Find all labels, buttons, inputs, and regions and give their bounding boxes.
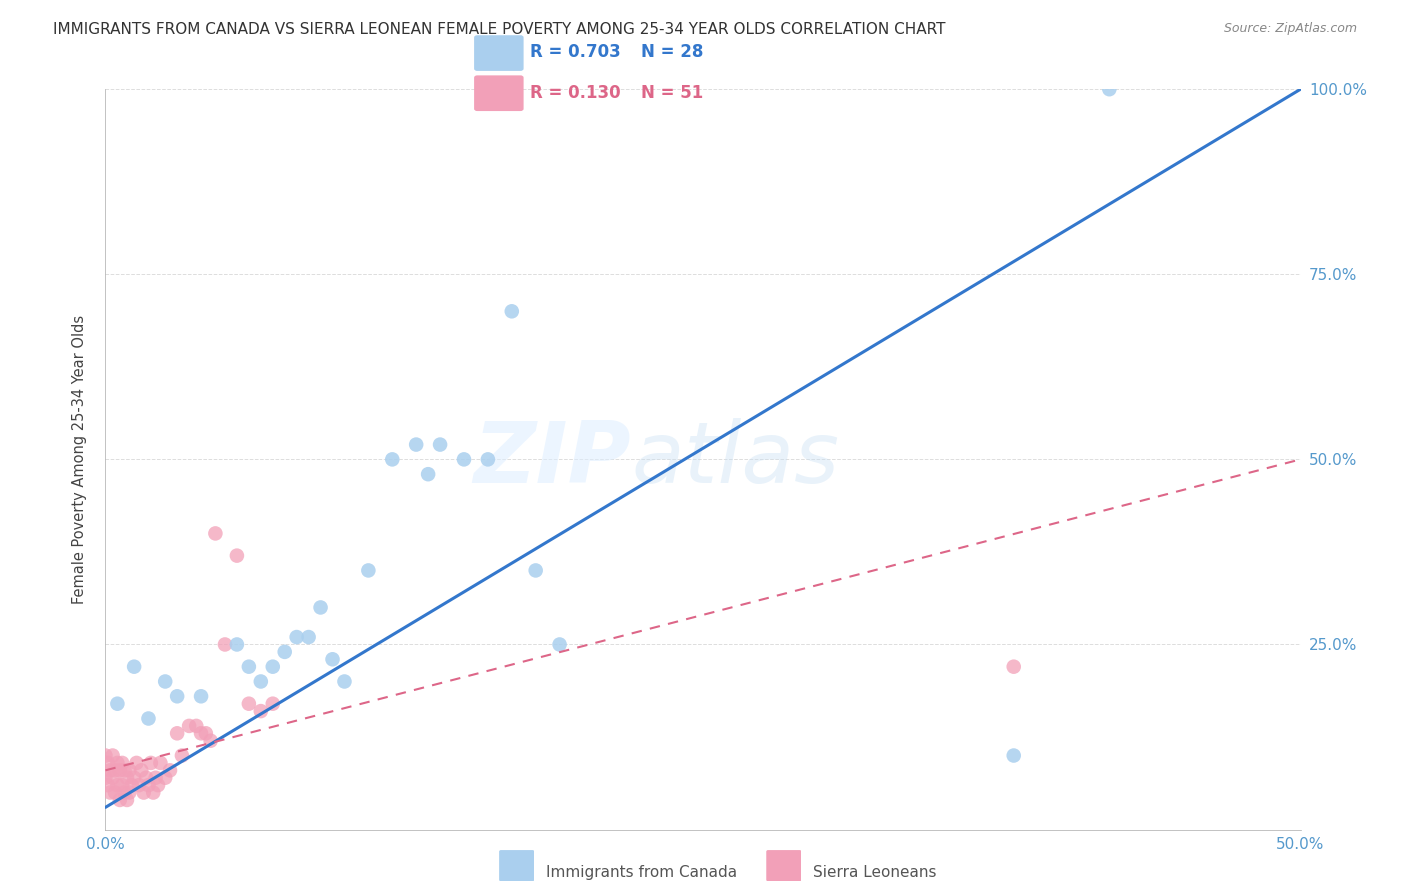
- Point: [94, 771, 117, 785]
- Point: [273, 645, 295, 659]
- Text: N = 51: N = 51: [641, 84, 703, 103]
- FancyBboxPatch shape: [474, 76, 523, 111]
- Point: [190, 726, 212, 740]
- Text: ZIP: ZIP: [474, 417, 631, 501]
- Point: [262, 697, 284, 711]
- Point: [115, 793, 138, 807]
- Point: [477, 452, 499, 467]
- Point: [104, 764, 127, 778]
- Point: [153, 674, 177, 689]
- Point: [132, 786, 155, 800]
- Point: [285, 630, 308, 644]
- Point: [190, 690, 212, 704]
- Text: Immigrants from Canada: Immigrants from Canada: [546, 865, 737, 880]
- Point: [418, 467, 440, 482]
- Point: [186, 719, 208, 733]
- Point: [101, 771, 124, 785]
- Point: [111, 756, 134, 770]
- Point: [429, 437, 451, 451]
- Point: [1002, 748, 1025, 763]
- Point: [250, 704, 273, 718]
- Point: [153, 771, 177, 785]
- Point: [453, 452, 475, 467]
- Point: [138, 778, 160, 792]
- Point: [194, 726, 217, 740]
- Point: [115, 771, 138, 785]
- Point: [238, 659, 260, 673]
- Point: [250, 674, 273, 689]
- Point: [98, 786, 121, 800]
- Point: [357, 564, 380, 578]
- Text: IMMIGRANTS FROM CANADA VS SIERRA LEONEAN FEMALE POVERTY AMONG 25-34 YEAR OLDS CO: IMMIGRANTS FROM CANADA VS SIERRA LEONEAN…: [53, 22, 946, 37]
- Point: [238, 697, 260, 711]
- Point: [262, 659, 284, 673]
- Text: Sierra Leoneans: Sierra Leoneans: [813, 865, 936, 880]
- Point: [309, 600, 332, 615]
- Point: [118, 764, 141, 778]
- Point: [108, 764, 131, 778]
- Point: [135, 771, 157, 785]
- Y-axis label: Female Poverty Among 25-34 Year Olds: Female Poverty Among 25-34 Year Olds: [72, 315, 87, 604]
- Point: [122, 659, 145, 673]
- Point: [333, 674, 356, 689]
- Point: [98, 764, 121, 778]
- Point: [125, 756, 148, 770]
- Text: Source: ZipAtlas.com: Source: ZipAtlas.com: [1223, 22, 1357, 36]
- Point: [548, 637, 571, 651]
- Point: [1098, 82, 1121, 96]
- Point: [107, 756, 129, 770]
- Point: [321, 652, 344, 666]
- Point: [381, 452, 404, 467]
- Point: [177, 719, 201, 733]
- Point: [121, 778, 143, 792]
- Text: N = 28: N = 28: [641, 43, 703, 61]
- Point: [170, 748, 193, 763]
- Point: [145, 771, 167, 785]
- Point: [118, 786, 141, 800]
- Point: [298, 630, 321, 644]
- Point: [200, 733, 222, 747]
- FancyBboxPatch shape: [766, 850, 801, 881]
- Point: [166, 690, 188, 704]
- Text: R = 0.703: R = 0.703: [530, 43, 620, 61]
- Point: [166, 726, 188, 740]
- Point: [107, 778, 129, 792]
- Point: [225, 549, 249, 563]
- Point: [159, 764, 181, 778]
- Point: [128, 778, 150, 792]
- FancyBboxPatch shape: [499, 850, 534, 881]
- Text: atlas: atlas: [631, 417, 839, 501]
- Point: [138, 712, 160, 726]
- Point: [129, 764, 153, 778]
- Point: [501, 304, 523, 318]
- Point: [146, 778, 169, 792]
- Point: [142, 786, 165, 800]
- FancyBboxPatch shape: [474, 35, 523, 71]
- Point: [111, 778, 134, 792]
- Point: [104, 786, 127, 800]
- Point: [107, 697, 129, 711]
- Point: [524, 564, 547, 578]
- Point: [1002, 659, 1025, 673]
- Text: R = 0.130: R = 0.130: [530, 84, 620, 103]
- Point: [101, 748, 124, 763]
- Point: [225, 637, 249, 651]
- Point: [214, 637, 236, 651]
- Point: [122, 771, 145, 785]
- Point: [97, 756, 120, 770]
- Point: [204, 526, 226, 541]
- Point: [149, 756, 172, 770]
- Point: [94, 748, 117, 763]
- Point: [405, 437, 427, 451]
- Point: [108, 793, 131, 807]
- Point: [139, 756, 162, 770]
- Point: [114, 786, 136, 800]
- Point: [114, 764, 136, 778]
- Point: [97, 778, 120, 792]
